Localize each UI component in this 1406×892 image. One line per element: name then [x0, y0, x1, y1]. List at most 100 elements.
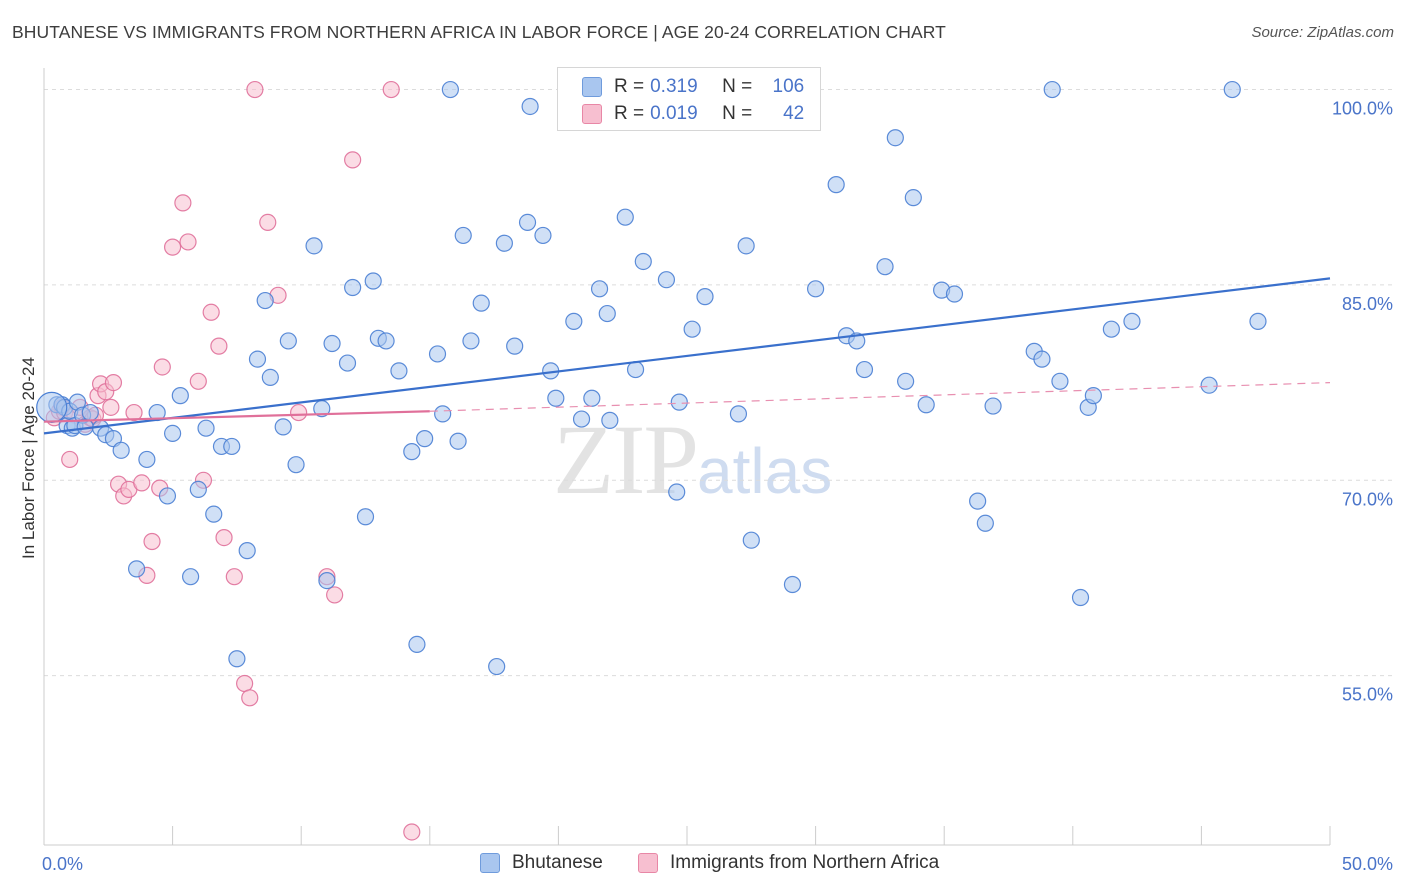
bhutanese-point	[189, 480, 207, 499]
legend-r-value: 0.019	[650, 103, 698, 124]
africa-point	[290, 403, 308, 422]
bhutanese-point	[408, 635, 426, 654]
africa-point	[236, 674, 254, 693]
bhutanese-point	[634, 252, 652, 271]
bhutanese-point	[338, 354, 357, 372]
bhutanese-point	[472, 294, 490, 312]
bhutanese-point	[112, 441, 130, 459]
bhutanese-point	[670, 393, 688, 411]
bhutanese-point	[377, 332, 395, 350]
bhutanese-point	[449, 432, 467, 450]
bhutanese-point	[904, 189, 922, 207]
africa-point	[164, 238, 182, 256]
trend-lines	[43, 277, 1331, 435]
bhutanese-point	[287, 456, 305, 474]
axes	[43, 68, 1331, 846]
bhutanese-point	[506, 337, 524, 355]
y-tick-label: 70.0%	[1342, 489, 1393, 509]
grid	[44, 89, 1395, 677]
bhutanese-point	[683, 320, 701, 338]
africa-trend-extension	[429, 382, 1331, 412]
africa-point	[143, 532, 161, 551]
chart-title: BHUTANESE VS IMMIGRANTS FROM NORTHERN AF…	[12, 22, 946, 42]
bhutanese-point	[36, 391, 68, 423]
bhutanese-point	[205, 505, 223, 523]
bhutanese-point	[434, 405, 452, 423]
bhutanese-point	[668, 483, 686, 501]
bhutanese-point	[876, 258, 894, 276]
africa-point	[174, 194, 192, 212]
legend-row-africa: R = 0.019 N = 42	[582, 102, 804, 126]
bhutanese-point	[616, 208, 634, 226]
bhutanese-point	[228, 650, 246, 668]
bhutanese-point	[1043, 80, 1061, 99]
bhutanese-point	[81, 403, 99, 422]
africa-point	[125, 403, 143, 422]
legend-label-africa: Immigrants from Northern Africa	[670, 852, 940, 873]
x-tick-label: 50.0%	[1342, 854, 1393, 874]
africa-point	[133, 474, 151, 492]
bhutanese-point	[601, 411, 619, 429]
africa-point	[225, 568, 243, 586]
correlation-legend: R = 0.319 N = 106 R = 0.019 N = 42	[557, 67, 821, 131]
bhutanese-point	[917, 396, 935, 414]
bhutanese-point	[547, 389, 565, 407]
bhutanese-point	[1051, 372, 1069, 390]
bhutanese-point	[518, 213, 537, 231]
bhutanese-point	[238, 542, 256, 560]
bhutanese-point	[806, 280, 825, 298]
bhutanese-point	[182, 568, 200, 586]
africa-point	[61, 450, 79, 469]
bhutanese-point	[1249, 312, 1267, 330]
bhutanese-point	[572, 410, 591, 428]
bhutanese-point	[344, 278, 362, 297]
bhutanese-point	[441, 80, 459, 99]
y-tick-label: 100.0%	[1332, 99, 1393, 119]
africa-trend-line	[43, 410, 430, 423]
legend-r-value: 0.319	[650, 76, 698, 97]
bhutanese-point	[248, 350, 267, 368]
africa-point	[241, 689, 259, 707]
bhutanese-point	[171, 387, 189, 405]
bhutanese-point	[737, 237, 755, 255]
africa-point	[259, 213, 277, 231]
africa-point	[179, 233, 197, 251]
bhutanese-point	[590, 280, 609, 298]
bhutanese-point	[390, 362, 408, 380]
africa-point	[382, 80, 400, 99]
tick-labels: 55.0% 70.0% 85.0% 100.0% 0.0% 50.0% In Labor F…	[19, 99, 1393, 874]
y-tick-label: 55.0%	[1342, 685, 1393, 705]
bhutanese-point	[261, 368, 279, 386]
legend-r-label: R =	[614, 103, 645, 124]
legend-n-label: N =	[722, 76, 753, 97]
legend-n-value: 106	[772, 76, 805, 97]
bhutanese-point	[969, 492, 987, 510]
bhutanese-point	[416, 430, 434, 448]
africa-point	[189, 372, 207, 390]
bhutanese-point	[318, 571, 336, 590]
legend-row-bhutanese: R = 0.319 N = 106	[582, 75, 804, 99]
bhutanese-point	[305, 237, 323, 255]
bhutanese-point	[984, 397, 1002, 415]
bhutanese-point	[223, 437, 241, 456]
bhutanese-trend-line	[43, 277, 1331, 435]
africa-point	[403, 823, 421, 841]
legend-item-africa[interactable]: Immigrants from Northern Africa	[638, 852, 939, 874]
africa-point	[344, 151, 362, 169]
legend-item-bhutanese[interactable]: Bhutanese	[480, 852, 603, 874]
africa-point	[210, 337, 228, 355]
y-axis-title: In Labor Force | Age 20-24	[19, 357, 38, 559]
bhutanese-point	[462, 332, 480, 350]
bhutanese-point	[1033, 350, 1051, 368]
bhutanese-point	[164, 424, 182, 443]
bhutanese-point	[565, 312, 583, 330]
bhutanese-point	[976, 514, 994, 532]
bhutanese-point	[158, 487, 177, 505]
bhutanese-point	[454, 226, 472, 245]
bhutanese-point	[521, 97, 539, 116]
source-label: Source: ZipAtlas.com	[1251, 24, 1394, 41]
bhutanese-point	[274, 418, 292, 436]
bhutanese-point	[583, 389, 601, 407]
bhutanese-point	[897, 372, 915, 390]
legend-swatch-africa	[638, 853, 658, 873]
